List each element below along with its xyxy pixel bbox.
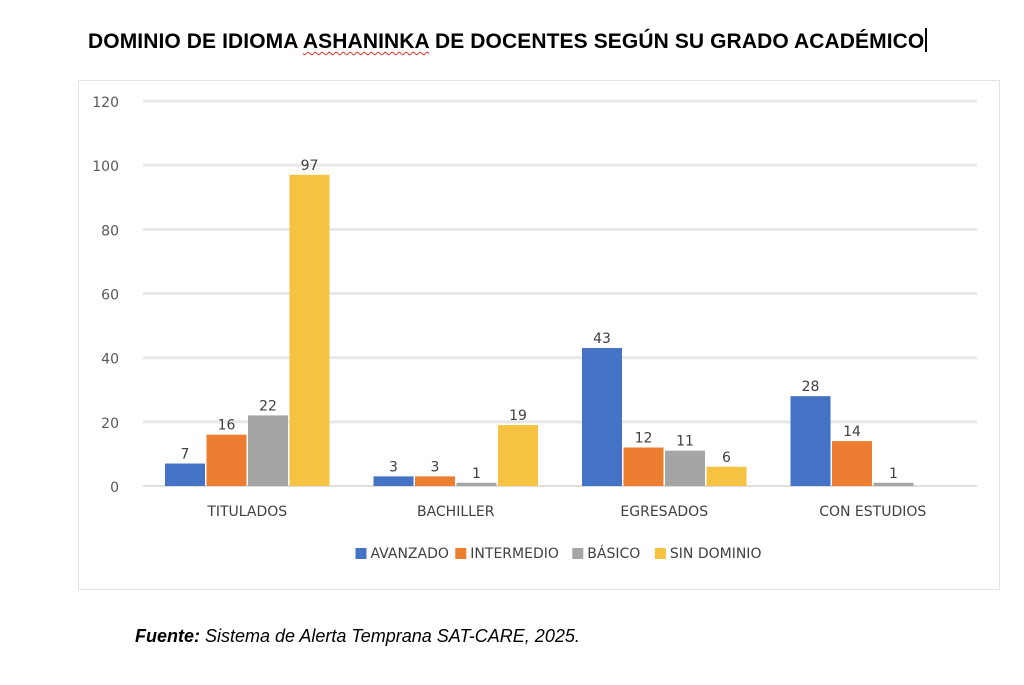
x-tick-label: BACHILLER xyxy=(417,504,495,520)
data-label: 43 xyxy=(593,331,611,347)
legend-swatch xyxy=(654,548,666,559)
bar xyxy=(248,415,288,486)
source-label: Fuente: xyxy=(135,626,200,646)
source-note: Fuente: Sistema de Alerta Temprana SAT-C… xyxy=(135,626,580,647)
y-tick-label: 80 xyxy=(101,223,119,239)
x-tick-label: TITULADOS xyxy=(206,504,287,520)
bar xyxy=(790,396,831,486)
bar xyxy=(873,482,914,486)
text-cursor xyxy=(925,28,927,52)
bar xyxy=(832,441,872,486)
data-label: 28 xyxy=(802,379,820,395)
legend-swatch xyxy=(572,548,584,559)
bar xyxy=(206,434,247,486)
legend-swatch xyxy=(455,548,467,559)
bar xyxy=(498,425,538,486)
data-label: 12 xyxy=(635,431,653,447)
legend-label: BÁSICO xyxy=(587,545,640,562)
data-label: 7 xyxy=(181,447,190,463)
data-label: 97 xyxy=(301,158,319,174)
bar xyxy=(415,476,455,486)
data-label: 16 xyxy=(218,418,236,434)
data-label: 3 xyxy=(431,459,440,475)
x-tick-label: EGRESADOS xyxy=(620,504,708,520)
bar xyxy=(165,463,205,486)
data-label: 19 xyxy=(509,408,527,424)
y-tick-label: 40 xyxy=(101,352,119,368)
y-tick-label: 0 xyxy=(110,480,119,496)
data-label: 1 xyxy=(472,466,481,482)
bar xyxy=(665,450,705,486)
data-label: 11 xyxy=(676,434,694,450)
bar xyxy=(373,476,414,486)
legend-swatch xyxy=(355,548,367,559)
data-label: 6 xyxy=(722,450,731,466)
title-part-2: DE DOCENTES SEGÚN SU GRADO ACADÉMICO xyxy=(429,30,925,53)
bar xyxy=(456,482,497,486)
y-tick-label: 20 xyxy=(101,416,119,432)
source-text: Sistema de Alerta Temprana SAT-CARE, 202… xyxy=(200,626,580,646)
chart-title: DOMINIO DE IDIOMA ASHANINKA DE DOCENTES … xyxy=(88,28,927,54)
title-part-1: DOMINIO DE IDIOMA xyxy=(88,30,303,53)
legend-label: INTERMEDIO xyxy=(470,546,559,562)
bar xyxy=(623,447,664,486)
chart-frame[interactable]: 0 20 40 60 80 100 120 7 16 22 97 TITULADOS 3 3 1 19 BACH… xyxy=(78,80,1000,590)
legend-label: SIN DOMINIO xyxy=(670,546,762,562)
legend-label: AVANZADO xyxy=(371,546,449,562)
y-tick-label: 60 xyxy=(101,288,119,304)
y-tick-label: 100 xyxy=(92,159,119,175)
title-misspelled-word: ASHANINKA xyxy=(302,30,430,53)
data-label: 3 xyxy=(389,459,398,475)
y-tick-label: 120 xyxy=(92,95,119,111)
bar xyxy=(706,466,747,486)
x-tick-label: CON ESTUDIOS xyxy=(819,504,926,520)
bar xyxy=(582,348,622,486)
data-label: 1 xyxy=(889,466,898,482)
data-label: 14 xyxy=(843,424,861,440)
data-label: 22 xyxy=(259,398,277,414)
bar xyxy=(289,174,330,486)
